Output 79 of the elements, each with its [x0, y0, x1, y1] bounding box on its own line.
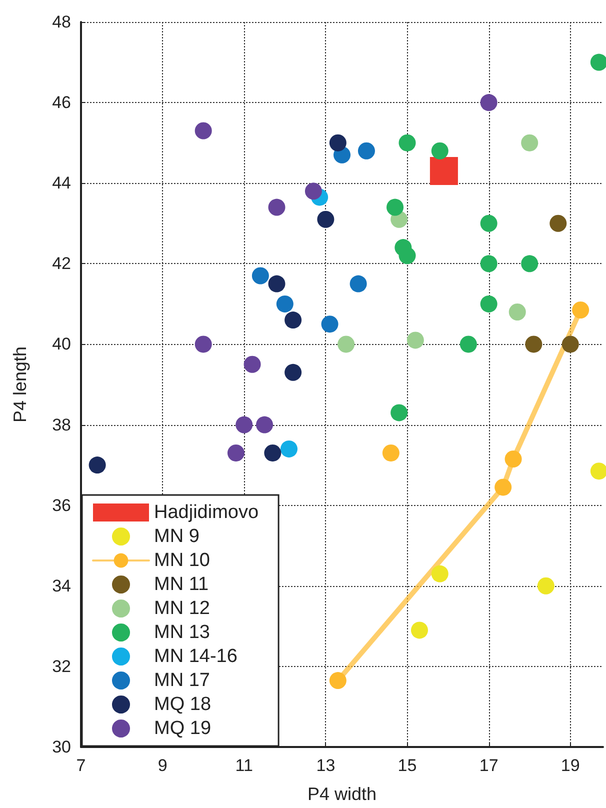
legend-label: MN 12	[154, 598, 210, 619]
point	[338, 336, 355, 353]
point	[550, 214, 567, 232]
legend-label: Hadjidimovo	[154, 502, 259, 523]
y-tick-label: 38	[52, 415, 71, 434]
point	[194, 122, 212, 140]
y-axis-title: P4 length	[10, 346, 30, 423]
point	[276, 295, 294, 312]
point	[284, 312, 302, 329]
point	[321, 316, 338, 333]
point	[268, 198, 286, 216]
point	[521, 255, 538, 272]
point	[537, 577, 554, 594]
x-tick-label: 17	[479, 756, 498, 775]
point	[256, 416, 274, 434]
y-tick-label: 40	[52, 334, 71, 354]
y-tick-label: 30	[52, 738, 71, 756]
point	[280, 440, 298, 458]
point	[350, 275, 367, 292]
point	[386, 198, 404, 216]
point	[236, 416, 253, 434]
point	[431, 565, 448, 582]
x-axis-title: P4 width	[307, 784, 377, 804]
point	[562, 336, 579, 353]
point	[304, 182, 322, 200]
y-tick-label: 36	[52, 496, 71, 515]
point	[431, 142, 448, 160]
point	[521, 134, 538, 152]
legend-label: MN 14-16	[154, 646, 238, 667]
legend-label: MQ 18	[154, 694, 212, 715]
x-tick-label: 11	[235, 756, 253, 775]
point	[480, 94, 498, 112]
point	[398, 247, 416, 264]
point	[268, 275, 286, 292]
y-tick-label: 32	[52, 656, 71, 676]
y-tick-label: 48	[52, 12, 71, 32]
point	[494, 478, 512, 496]
point	[590, 462, 606, 480]
x-tick-label: 15	[398, 756, 417, 775]
x-tick-label: 9	[158, 756, 168, 775]
point	[572, 301, 590, 318]
point	[480, 214, 498, 232]
point	[88, 456, 106, 474]
point	[358, 142, 375, 160]
y-tick-label: 42	[52, 254, 71, 274]
x-tick-label: 13	[316, 756, 336, 775]
x-tick-label: 7	[76, 756, 86, 775]
legend-label: MN 10	[154, 550, 210, 571]
x-tick-label: 19	[560, 756, 580, 775]
point	[382, 444, 400, 462]
point	[244, 356, 261, 373]
point	[390, 404, 408, 422]
y-tick-label: 44	[52, 174, 71, 193]
point	[460, 336, 477, 353]
legend-label: MN 9	[154, 526, 200, 547]
legend-label: MN 11	[154, 574, 209, 595]
y-tick-label: 46	[52, 93, 71, 112]
point	[590, 54, 606, 71]
point	[227, 444, 244, 462]
legend-label: MN 17	[154, 670, 210, 691]
y-tick-label: 34	[52, 576, 71, 596]
legend-label: MN 13	[154, 622, 210, 643]
legend-label: MQ 19	[154, 718, 212, 739]
point	[398, 134, 416, 152]
point	[525, 336, 542, 353]
point	[194, 336, 212, 353]
point	[317, 210, 334, 228]
point	[480, 255, 498, 272]
point	[504, 450, 522, 468]
point	[430, 157, 458, 186]
point	[411, 622, 428, 639]
point	[284, 364, 302, 381]
point	[508, 304, 526, 320]
point	[329, 672, 346, 690]
point	[252, 267, 269, 284]
point	[329, 134, 346, 152]
point	[406, 332, 424, 349]
point	[480, 295, 498, 312]
point	[264, 444, 282, 462]
